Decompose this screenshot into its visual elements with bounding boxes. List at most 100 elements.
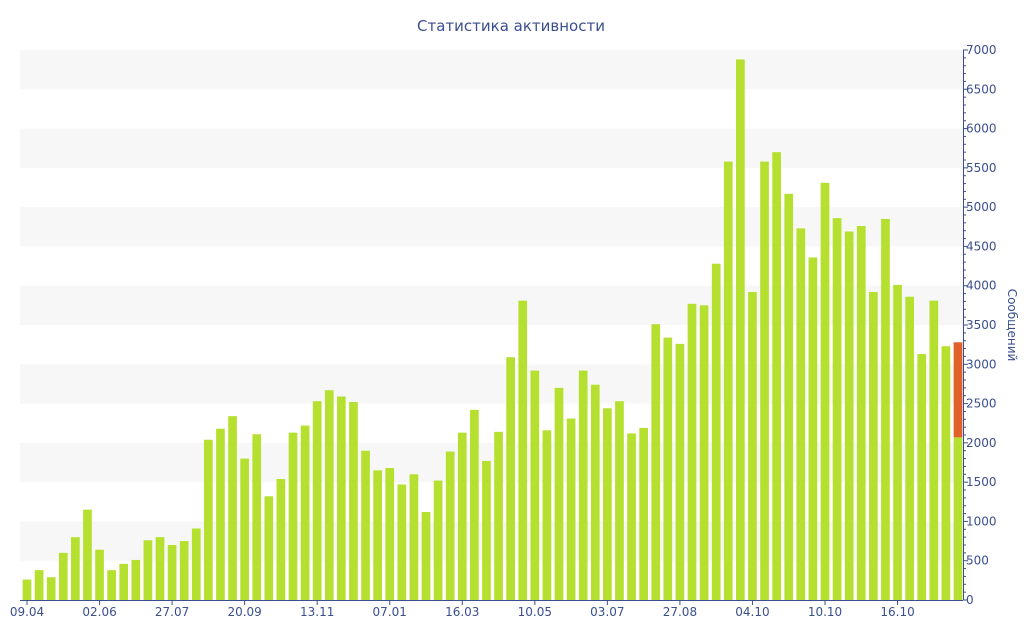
bar[interactable]	[844, 231, 854, 601]
bar[interactable]	[179, 541, 189, 600]
x-tick-label: 16.03	[445, 605, 479, 619]
bar[interactable]	[252, 434, 262, 600]
bar[interactable]	[518, 300, 528, 600]
bar[interactable]	[639, 427, 648, 600]
bar[interactable]	[590, 384, 600, 600]
x-axis: 09.04 02.06 27.07 20.09 13.11 07.01 16.03 10.05…	[10, 600, 963, 619]
bar[interactable]	[409, 474, 419, 600]
bar[interactable]	[240, 458, 249, 600]
bar[interactable]	[663, 337, 673, 600]
bar[interactable]	[470, 409, 479, 600]
bar[interactable]	[832, 218, 842, 600]
x-tick-label: 16.10	[880, 605, 914, 619]
bar[interactable]	[397, 484, 407, 601]
bar[interactable]	[699, 305, 709, 600]
bar[interactable]	[276, 479, 286, 600]
bar[interactable]	[228, 416, 237, 600]
bar-highlight-segment[interactable]	[953, 342, 963, 438]
grid-band	[20, 442, 963, 483]
bar[interactable]	[482, 460, 491, 600]
bar[interactable]	[905, 296, 914, 600]
grid-band	[20, 128, 963, 168]
bar[interactable]	[772, 152, 781, 600]
bar[interactable]	[651, 324, 661, 600]
y-tick-label: 4500	[966, 239, 997, 253]
bar[interactable]	[687, 303, 697, 600]
grid-band	[20, 50, 963, 90]
bar[interactable]	[808, 257, 818, 600]
bar[interactable]	[131, 559, 141, 600]
bar[interactable]	[349, 402, 358, 600]
y-axis: 0 500 1000 1500 2000 2500 3000 3500 4000 4500 5000…	[963, 43, 997, 607]
bar[interactable]	[191, 528, 201, 601]
bar[interactable]	[784, 193, 794, 601]
bar[interactable]	[893, 284, 902, 600]
bar[interactable]	[95, 549, 104, 600]
bar[interactable]	[615, 401, 624, 600]
bar[interactable]	[385, 468, 395, 600]
bar[interactable]	[204, 439, 213, 600]
bar[interactable]	[869, 292, 878, 600]
bar[interactable]	[566, 418, 576, 601]
grid-band	[20, 285, 963, 325]
bar[interactable]	[216, 428, 225, 600]
bar[interactable]	[433, 480, 443, 600]
bar[interactable]	[578, 370, 588, 600]
bar[interactable]	[143, 540, 153, 600]
bar[interactable]	[155, 537, 165, 600]
bar[interactable]	[119, 563, 129, 600]
bar[interactable]	[953, 437, 963, 600]
bar[interactable]	[820, 182, 830, 601]
bar[interactable]	[881, 218, 890, 600]
bar[interactable]	[917, 354, 927, 600]
x-tick-label: 04.10	[735, 605, 769, 619]
bar[interactable]	[929, 300, 939, 600]
x-tick-label: 09.04	[10, 605, 44, 619]
grid-band	[20, 521, 963, 561]
y-axis-label: Сообщений	[1005, 289, 1019, 362]
y-tick-label: 7000	[966, 43, 997, 57]
bar[interactable]	[373, 470, 382, 600]
bar[interactable]	[361, 450, 370, 600]
bar[interactable]	[312, 401, 322, 600]
bar[interactable]	[760, 161, 769, 601]
y-tick-label: 2000	[966, 436, 997, 450]
bar[interactable]	[796, 228, 806, 600]
bar[interactable]	[22, 579, 32, 600]
y-tick-label: 6500	[966, 82, 997, 96]
x-tick-label: 10.10	[808, 605, 842, 619]
bar[interactable]	[46, 577, 56, 600]
bar[interactable]	[445, 451, 455, 601]
bar[interactable]	[264, 496, 274, 600]
bar[interactable]	[723, 161, 733, 601]
bar[interactable]	[856, 226, 866, 600]
y-tick-label: 500	[966, 554, 989, 568]
bar[interactable]	[748, 292, 757, 600]
bar[interactable]	[324, 390, 334, 600]
bar[interactable]	[107, 570, 116, 600]
x-tick-label: 27.08	[663, 605, 697, 619]
bar[interactable]	[506, 357, 515, 600]
bar[interactable]	[337, 396, 346, 601]
bar[interactable]	[736, 59, 745, 600]
bar[interactable]	[58, 552, 68, 600]
bar[interactable]	[457, 432, 467, 600]
bar[interactable]	[300, 425, 310, 600]
bar[interactable]	[675, 343, 685, 600]
y-tick-label: 1000	[966, 514, 997, 528]
bar[interactable]	[421, 512, 431, 600]
bar[interactable]	[83, 509, 92, 600]
bar[interactable]	[542, 430, 552, 600]
bar[interactable]	[627, 433, 636, 600]
bar[interactable]	[167, 545, 177, 600]
bar[interactable]	[603, 408, 612, 600]
bar[interactable]	[71, 537, 80, 600]
bar[interactable]	[530, 370, 540, 600]
bar[interactable]	[288, 432, 298, 600]
bar[interactable]	[941, 346, 951, 600]
bar[interactable]	[494, 431, 503, 600]
bar[interactable]	[711, 263, 721, 600]
bar[interactable]	[554, 387, 564, 600]
bar[interactable]	[34, 570, 44, 600]
